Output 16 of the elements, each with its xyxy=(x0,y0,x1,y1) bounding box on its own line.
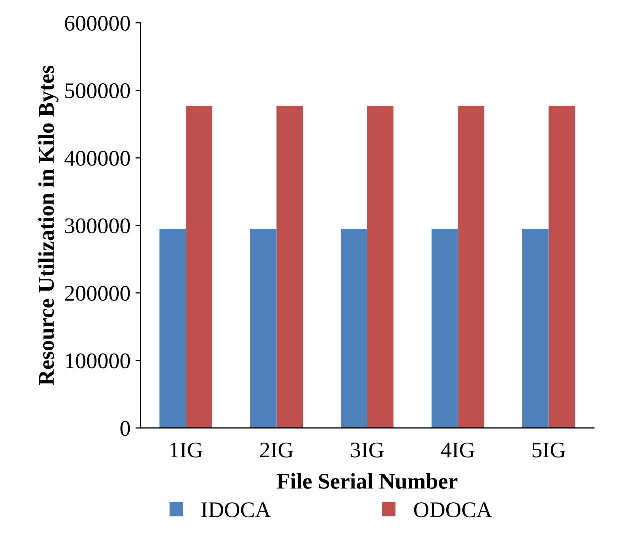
y-tick-label: 300000 xyxy=(65,218,130,234)
y-tick-label: 100000 xyxy=(66,354,130,369)
x-tick-label: 1IG xyxy=(170,442,203,458)
y-tick-label: 400000 xyxy=(64,151,130,166)
legend-label: ODOCA xyxy=(414,502,492,518)
y-axis-title: Resource Utilization in Kilo Bytes xyxy=(38,66,59,386)
x-tick-label: 2IG xyxy=(260,442,294,458)
y-tick-label: 200000 xyxy=(65,286,130,302)
x-axis-title: File Serial Number xyxy=(277,473,458,490)
y-tick-label: 500000 xyxy=(66,84,130,99)
x-tick-label: 4IG xyxy=(441,442,475,458)
y-tick-label: 0 xyxy=(120,421,130,436)
x-tick-label: 5IG xyxy=(532,442,566,458)
y-tick-label: 600000 xyxy=(65,16,130,31)
x-tick-label: 3IG xyxy=(351,442,384,458)
legend-label: IDOCA xyxy=(202,502,272,518)
